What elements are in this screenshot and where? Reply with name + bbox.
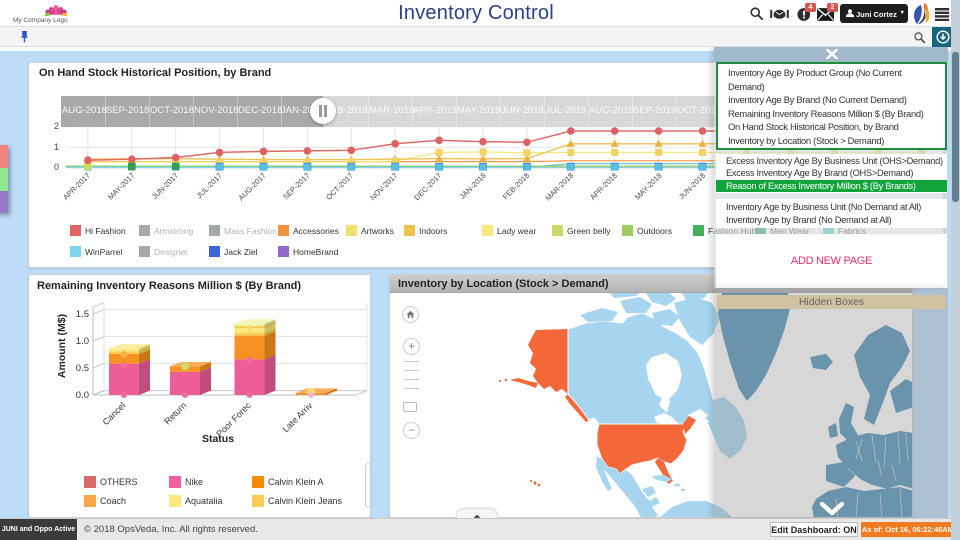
svg-text:Return: Return	[162, 400, 188, 426]
svg-text:Amount (M$): Amount (M$)	[56, 314, 68, 378]
svg-text:0.5: 0.5	[76, 363, 89, 374]
svg-text:Status: Status	[202, 433, 234, 445]
svg-text:Cancel: Cancel	[101, 400, 128, 427]
svg-text:1.0: 1.0	[76, 336, 89, 347]
svg-text:1.5: 1.5	[76, 309, 89, 320]
svg-text:Late Arriv: Late Arriv	[280, 400, 314, 434]
svg-text:0.0: 0.0	[76, 390, 89, 401]
